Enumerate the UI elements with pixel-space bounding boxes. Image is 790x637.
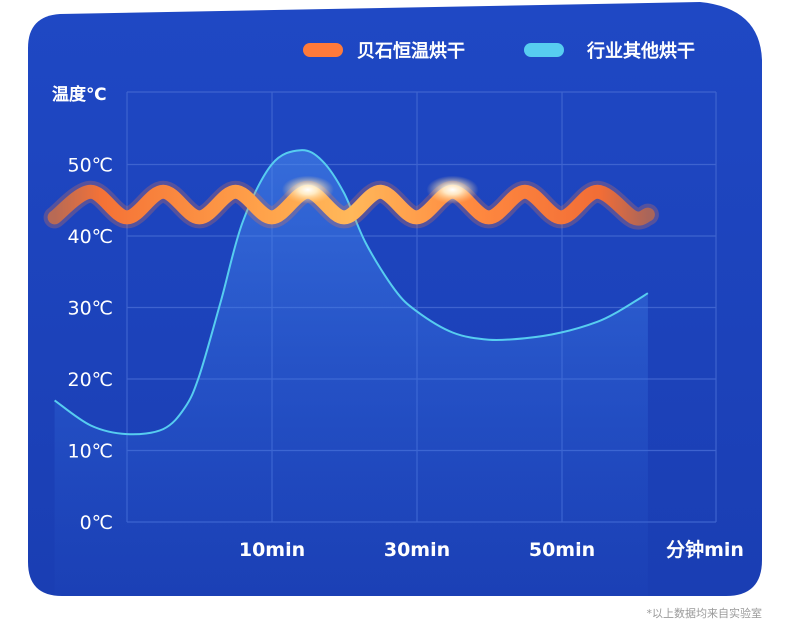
x-tick-label: 分钟min — [666, 538, 744, 561]
y-tick-label: 20℃ — [67, 369, 113, 391]
y-tick-label: 30℃ — [67, 298, 113, 320]
x-tick-label: 30min — [384, 539, 450, 561]
y-axis-label: 温度℃ — [52, 84, 107, 105]
crest-glow — [426, 175, 479, 204]
series-area-industry — [54, 150, 648, 596]
y-axis-ticks: 0℃ 10℃ 20℃ 30℃ 40℃ 50℃ — [67, 155, 113, 535]
crest-glow — [281, 175, 334, 204]
y-tick-label: 50℃ — [67, 155, 113, 177]
y-tick-label: 0℃ — [80, 512, 113, 534]
x-tick-label: 10min — [239, 539, 305, 561]
y-tick-label: 40℃ — [67, 226, 113, 248]
legend-swatch-industry — [524, 43, 564, 57]
footnote: *以上数据均来自实验室 — [646, 607, 763, 620]
legend-label-beishi: 贝石恒温烘干 — [357, 40, 465, 62]
x-tick-label: 50min — [529, 539, 595, 561]
x-axis-ticks: 10min 30min 50min 分钟min — [239, 538, 744, 561]
legend-swatch-beishi — [303, 43, 343, 57]
legend-label-industry: 行业其他烘干 — [586, 40, 695, 62]
series-line-industry — [54, 149, 649, 436]
series-line-beishi — [47, 184, 655, 226]
legend: 贝石恒温烘干 行业其他烘干 — [303, 40, 695, 62]
y-tick-label: 10℃ — [67, 441, 113, 463]
highlight-glows — [281, 175, 479, 204]
